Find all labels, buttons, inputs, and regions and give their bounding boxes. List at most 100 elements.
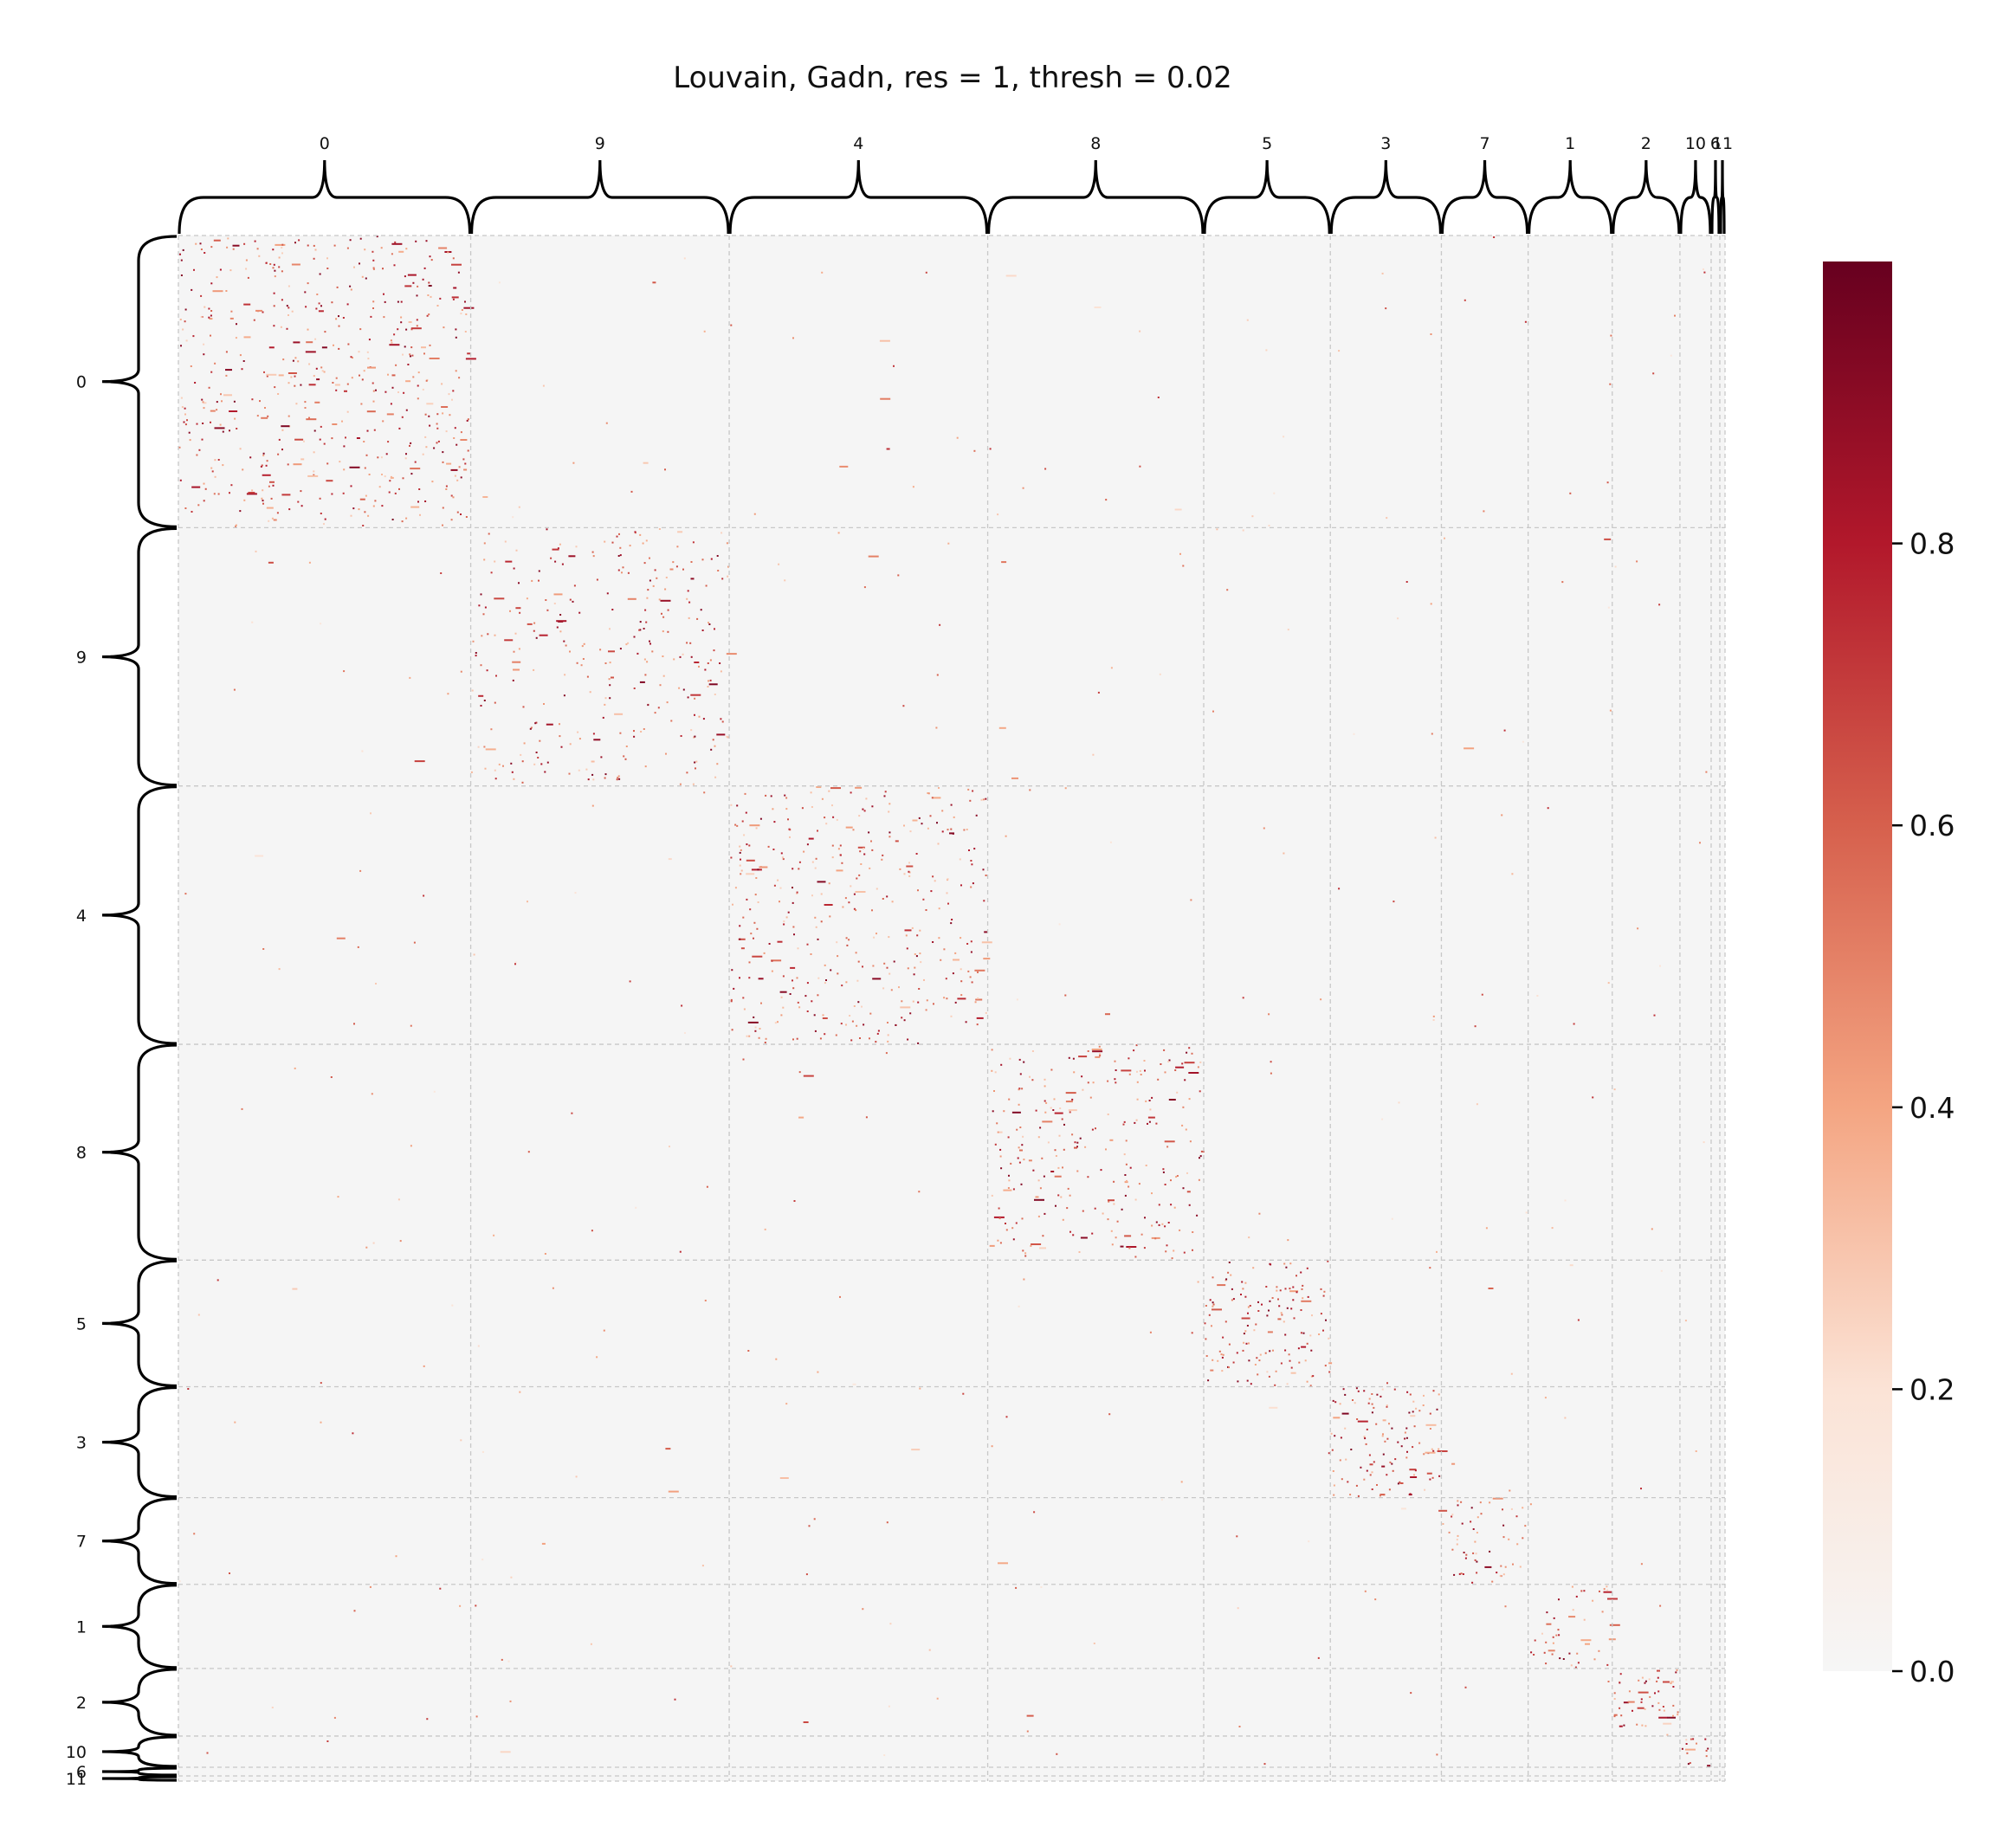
heatmap-cell — [433, 1090, 436, 1093]
heatmap-cell — [384, 475, 386, 478]
heatmap-cell — [1667, 1716, 1676, 1719]
heatmap-cell — [1476, 1560, 1478, 1563]
heatmap-cell — [326, 480, 333, 482]
heatmap-cell — [604, 777, 606, 779]
heatmap-cell — [214, 475, 216, 478]
heatmap-cell — [1244, 1282, 1247, 1284]
heatmap-cell — [404, 345, 406, 348]
heatmap-cell — [1040, 1586, 1043, 1588]
heatmap-cell — [810, 791, 812, 794]
heatmap-cell — [1164, 1225, 1166, 1228]
heatmap-cell — [266, 507, 274, 509]
heatmap-cell — [1005, 1223, 1006, 1224]
heatmap-cell — [989, 448, 992, 450]
heatmap-cell — [575, 1475, 578, 1478]
heatmap-cell — [643, 658, 646, 661]
heatmap-cell — [829, 915, 831, 918]
heatmap-cell — [200, 294, 203, 297]
heatmap-cell — [806, 843, 809, 846]
heatmap-cell — [657, 707, 660, 709]
heatmap-cell — [1155, 1122, 1158, 1125]
heatmap-cell — [1287, 629, 1289, 631]
heatmap-cell — [639, 629, 642, 631]
heatmap-cell — [1399, 1482, 1404, 1484]
heatmap-cell — [460, 439, 468, 441]
heatmap-cell — [480, 593, 482, 596]
heatmap-cell — [907, 967, 909, 970]
heatmap-cell — [813, 1518, 816, 1520]
heatmap-cell — [796, 977, 798, 979]
heatmap-cell — [991, 1049, 993, 1051]
heatmap-cell — [871, 849, 874, 851]
heatmap-cell — [1580, 1590, 1583, 1592]
heatmap-cell — [976, 1023, 979, 1026]
heatmap-cell — [1297, 1347, 1300, 1350]
heatmap-cell — [1339, 1459, 1341, 1462]
heatmap-cell — [644, 765, 647, 768]
heatmap-cell — [780, 996, 783, 998]
heatmap-cell — [534, 722, 537, 725]
heatmap-cell — [1699, 842, 1701, 844]
heatmap-cell — [1657, 1701, 1660, 1704]
heatmap-cell — [1406, 1450, 1408, 1453]
heatmap-cell — [319, 273, 321, 275]
heatmap-cell — [708, 683, 718, 686]
heatmap-cell — [429, 255, 431, 258]
heatmap-cell — [899, 868, 901, 870]
heatmap-cell — [326, 462, 329, 465]
heatmap-cell — [467, 449, 469, 452]
heatmap-cell — [220, 393, 222, 396]
heatmap-cell — [426, 403, 434, 405]
left-brace — [101, 1043, 178, 1261]
heatmap-cell — [611, 541, 614, 544]
heatmap-cell — [347, 343, 350, 345]
heatmap-cell — [895, 840, 899, 843]
heatmap-cell — [233, 688, 236, 691]
heatmap-cell — [425, 446, 428, 449]
heatmap-cell — [919, 1387, 921, 1390]
heatmap-cell — [972, 790, 974, 792]
heatmap-cell — [214, 427, 225, 429]
heatmap-cell — [1391, 1427, 1393, 1430]
heatmap-cell — [1186, 1051, 1188, 1054]
heatmap-cell — [568, 772, 571, 775]
heatmap-cell — [1019, 1149, 1023, 1152]
heatmap-cell — [1576, 1652, 1579, 1655]
heatmap-cell — [779, 901, 780, 903]
heatmap-cell — [633, 735, 636, 738]
heatmap-cell — [1158, 1223, 1160, 1226]
heatmap-cell — [490, 728, 493, 731]
heatmap-cell — [1555, 1634, 1558, 1637]
heatmap-cell — [1306, 1380, 1308, 1383]
heatmap-cell — [559, 543, 561, 546]
heatmap-cell — [546, 723, 553, 726]
heatmap-cell — [959, 858, 961, 861]
heatmap-cell — [336, 937, 346, 939]
heatmap-cell — [1217, 1359, 1219, 1362]
heatmap-cell — [308, 384, 316, 386]
heatmap-cell — [1210, 1369, 1214, 1372]
heatmap-cell — [750, 933, 753, 935]
heatmap-cell — [1092, 1050, 1103, 1053]
heatmap-cell — [560, 746, 563, 748]
left-brace — [101, 1497, 178, 1585]
heatmap-cell — [993, 1216, 1005, 1218]
heatmap-cell — [1044, 1078, 1046, 1081]
heatmap-cell — [297, 500, 300, 503]
heatmap-cell — [608, 678, 611, 681]
heatmap-cell — [1097, 691, 1100, 694]
heatmap-cell — [882, 854, 884, 856]
heatmap-cell — [384, 300, 386, 303]
heatmap-cell — [263, 371, 265, 373]
heatmap-cell — [367, 366, 376, 369]
heatmap-cell — [1564, 1417, 1567, 1419]
heatmap-cell — [690, 694, 701, 696]
heatmap-cell — [817, 977, 820, 979]
heatmap-cell — [1062, 1166, 1063, 1169]
heatmap-cell — [452, 496, 455, 499]
heatmap-cell — [1320, 1313, 1322, 1315]
heatmap-cell — [1628, 1690, 1631, 1693]
heatmap-cell — [1069, 1194, 1071, 1197]
heatmap-cell — [427, 294, 430, 296]
heatmap-cell — [346, 383, 349, 385]
